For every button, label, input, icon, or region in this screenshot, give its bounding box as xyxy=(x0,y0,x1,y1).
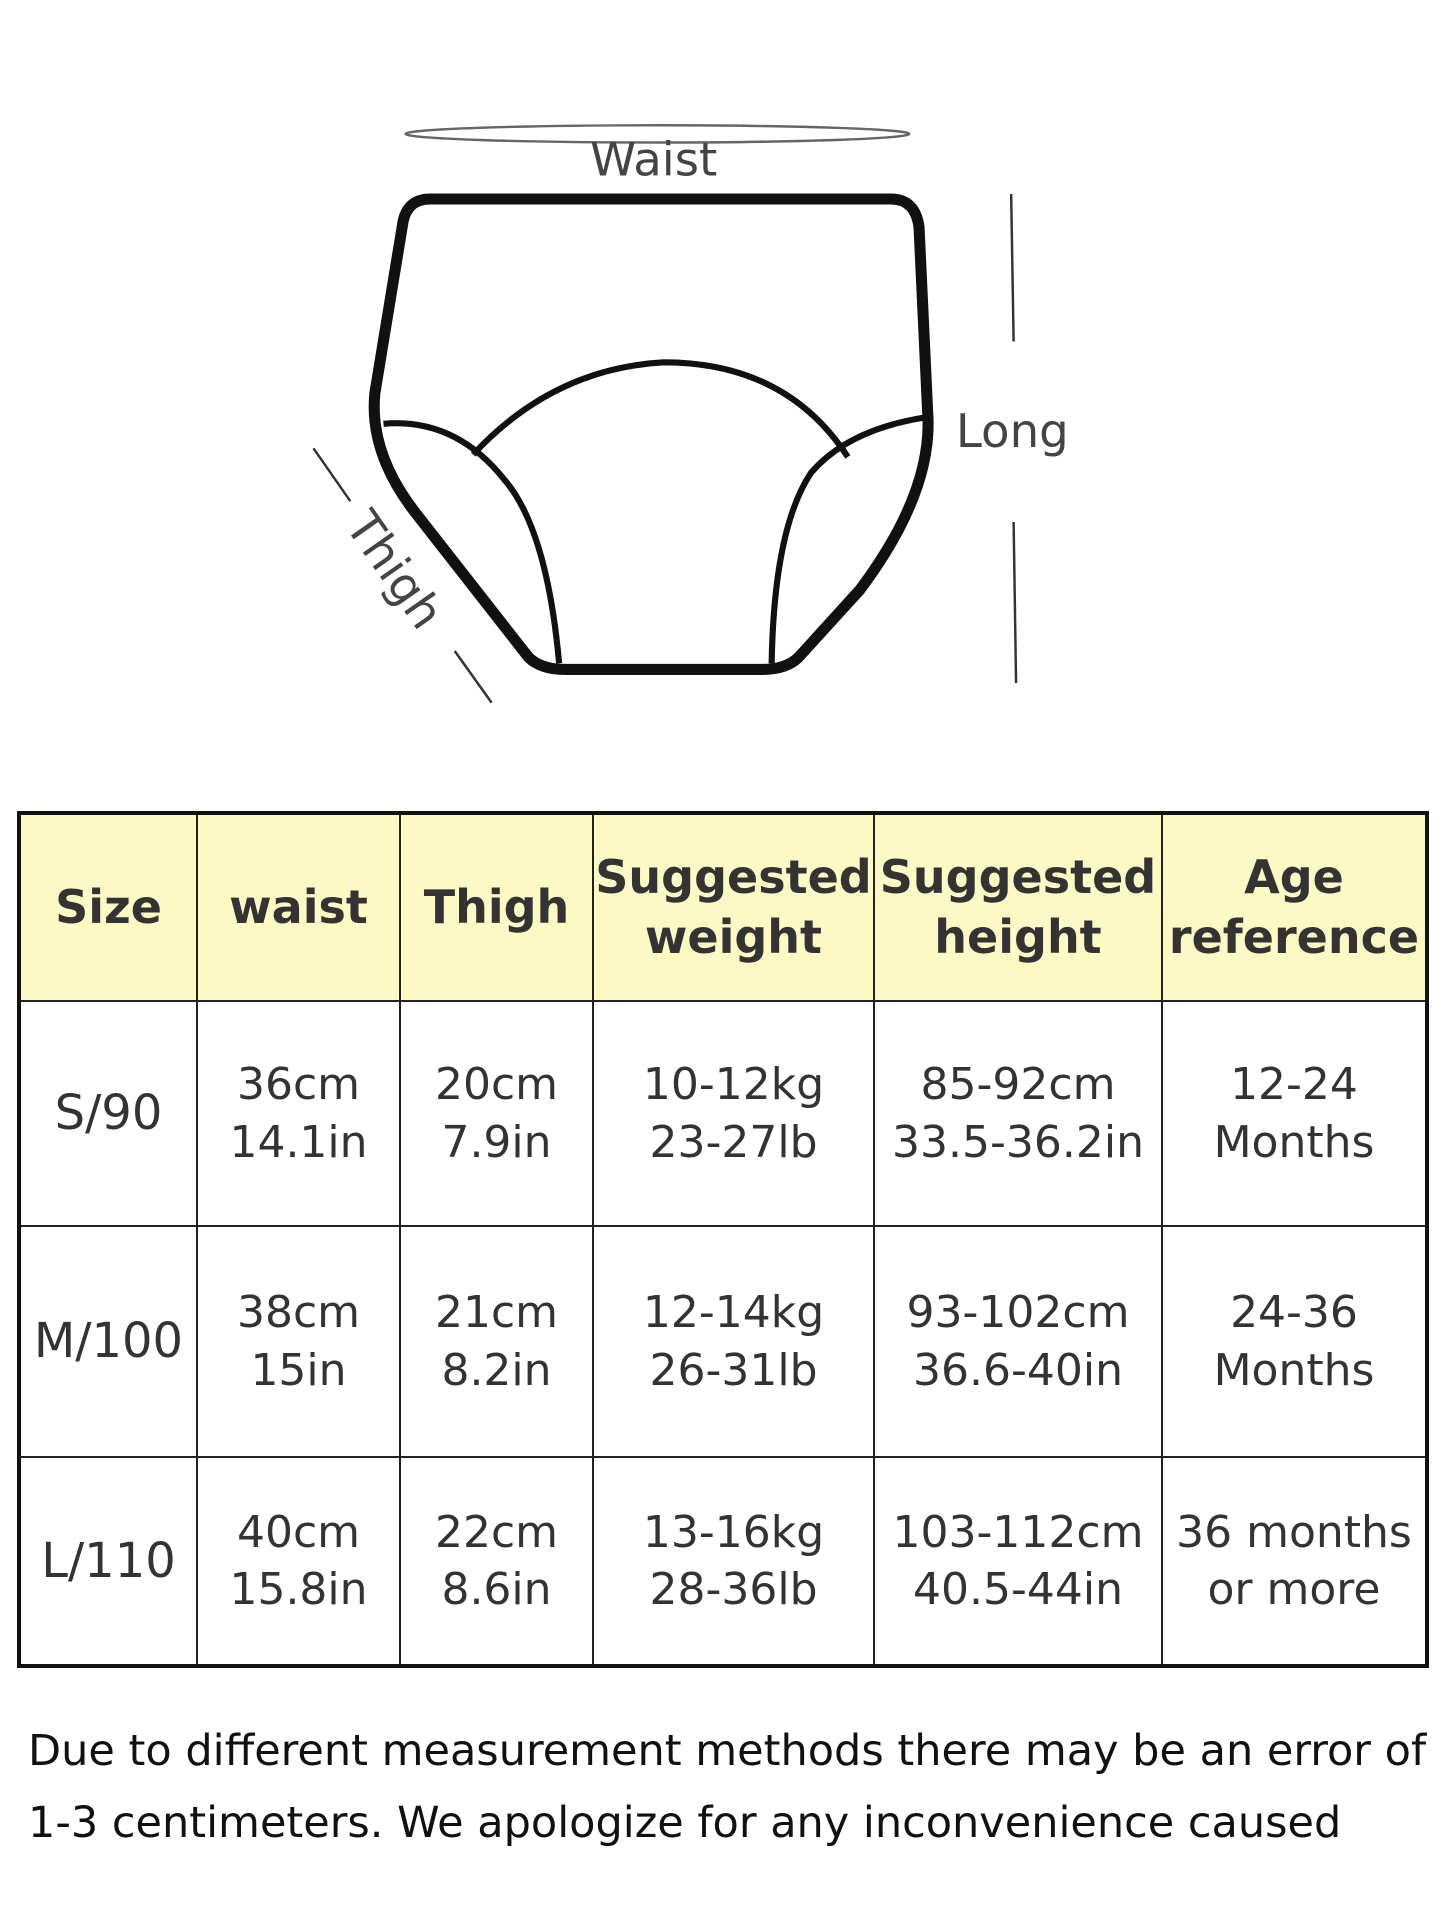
cell-line: 15.8in xyxy=(229,1564,368,1615)
cell-line: 21cm xyxy=(434,1287,559,1339)
cell-line: 36 months xyxy=(1176,1506,1412,1558)
cell-line: or more xyxy=(1207,1564,1381,1615)
thigh-line xyxy=(453,650,493,704)
cell-line: height xyxy=(934,909,1102,964)
garment-seams xyxy=(383,359,925,664)
cell-line: 40.5-44in xyxy=(913,1564,1123,1615)
cell-line: 8.2in xyxy=(441,1344,552,1396)
table-cell: 22cm 8.6in xyxy=(401,1458,594,1664)
header-cell: Size xyxy=(21,815,198,1002)
cell-line: 22cm xyxy=(434,1506,559,1558)
cell-line: 33.5-36.2in xyxy=(892,1116,1144,1168)
cell-line: Suggested xyxy=(595,849,872,904)
long-label: Long xyxy=(956,405,1069,459)
cell-line: 7.9in xyxy=(441,1116,552,1168)
cell-line: 14.1in xyxy=(229,1116,368,1168)
table-cell: 12-14kg 26-31lb xyxy=(594,1227,875,1458)
cell-line: 12-24 xyxy=(1230,1059,1358,1111)
header-cell: waist xyxy=(198,815,401,1002)
cell-line: 28-36lb xyxy=(649,1564,818,1615)
cell-line: 38cm xyxy=(236,1287,361,1339)
table-cell: 40cm 15.8in xyxy=(198,1458,401,1664)
table-cell: 36 months or more xyxy=(1163,1458,1425,1664)
cell-line: 20cm xyxy=(434,1059,559,1111)
waist-label: Waist xyxy=(590,134,717,188)
thigh-label: Thigh xyxy=(334,501,453,639)
garment-outline xyxy=(368,193,934,675)
cell-line: reference xyxy=(1168,909,1420,964)
table-cell: 36cm 14.1in xyxy=(198,1002,401,1227)
footnote: Due to different measurement methods the… xyxy=(28,1715,1426,1859)
header-cell: Thigh xyxy=(401,815,594,1002)
table-cell: L/110 xyxy=(21,1458,198,1664)
table-cell: 13-16kg 28-36lb xyxy=(594,1458,875,1664)
header-cell: Age reference xyxy=(1163,815,1425,1002)
waist-line xyxy=(404,124,911,144)
cell-line: 8.6in xyxy=(441,1564,552,1615)
cell-line: 26-31lb xyxy=(649,1344,818,1396)
cell-line: weight xyxy=(644,909,823,964)
cell-line: 36cm xyxy=(236,1059,361,1111)
footnote-line: 1-3 centimeters. We apologize for any in… xyxy=(28,1798,1342,1848)
cell-line: Size xyxy=(55,879,162,934)
table-cell: 103-112cm 40.5-44in xyxy=(875,1458,1163,1664)
table-cell: 93-102cm 36.6-40in xyxy=(875,1227,1163,1458)
long-line xyxy=(1012,522,1018,683)
cell-line: 85-92cm xyxy=(920,1059,1116,1111)
cell-line: M/100 xyxy=(33,1313,184,1370)
cell-line: Months xyxy=(1213,1116,1375,1168)
cell-line: 40cm xyxy=(236,1506,361,1558)
cell-line: S/90 xyxy=(54,1085,163,1142)
header-cell: Suggested weight xyxy=(594,815,875,1002)
cell-line: Age xyxy=(1244,849,1344,904)
cell-line: waist xyxy=(229,879,368,934)
diagram: Waist Long Thigh xyxy=(312,124,1069,704)
cell-line: 12-14kg xyxy=(642,1287,825,1339)
size-table: Size waist Thigh Suggested weight Suggested he… xyxy=(17,811,1429,1668)
thigh-line xyxy=(312,447,352,502)
cell-line: 15in xyxy=(250,1344,347,1396)
cell-line: 93-102cm xyxy=(906,1287,1130,1339)
cell-line: 13-16kg xyxy=(642,1506,825,1558)
footnote-line: Due to different measurement methods the… xyxy=(28,1726,1427,1776)
cell-line: L/110 xyxy=(41,1532,176,1589)
table-cell: 85-92cm 33.5-36.2in xyxy=(875,1002,1163,1227)
cell-line: Months xyxy=(1213,1344,1375,1396)
header-cell: Suggested height xyxy=(875,815,1163,1002)
cell-line: 24-36 xyxy=(1230,1287,1358,1339)
cell-line: 23-27lb xyxy=(649,1116,818,1168)
cell-line: 10-12kg xyxy=(642,1059,825,1111)
table-cell: 12-24 Months xyxy=(1163,1002,1425,1227)
cell-line: 36.6-40in xyxy=(913,1344,1123,1396)
table-cell: M/100 xyxy=(21,1227,198,1458)
long-line xyxy=(1009,194,1015,342)
cell-line: Thigh xyxy=(423,879,570,934)
table-cell: 20cm 7.9in xyxy=(401,1002,594,1227)
table-cell: 10-12kg 23-27lb xyxy=(594,1002,875,1227)
table-cell: 21cm 8.2in xyxy=(401,1227,594,1458)
table-cell: 24-36 Months xyxy=(1163,1227,1425,1458)
cell-line: 103-112cm xyxy=(892,1506,1144,1558)
table-cell: S/90 xyxy=(21,1002,198,1227)
cell-line: Suggested xyxy=(879,849,1157,904)
table-cell: 38cm 15in xyxy=(198,1227,401,1458)
